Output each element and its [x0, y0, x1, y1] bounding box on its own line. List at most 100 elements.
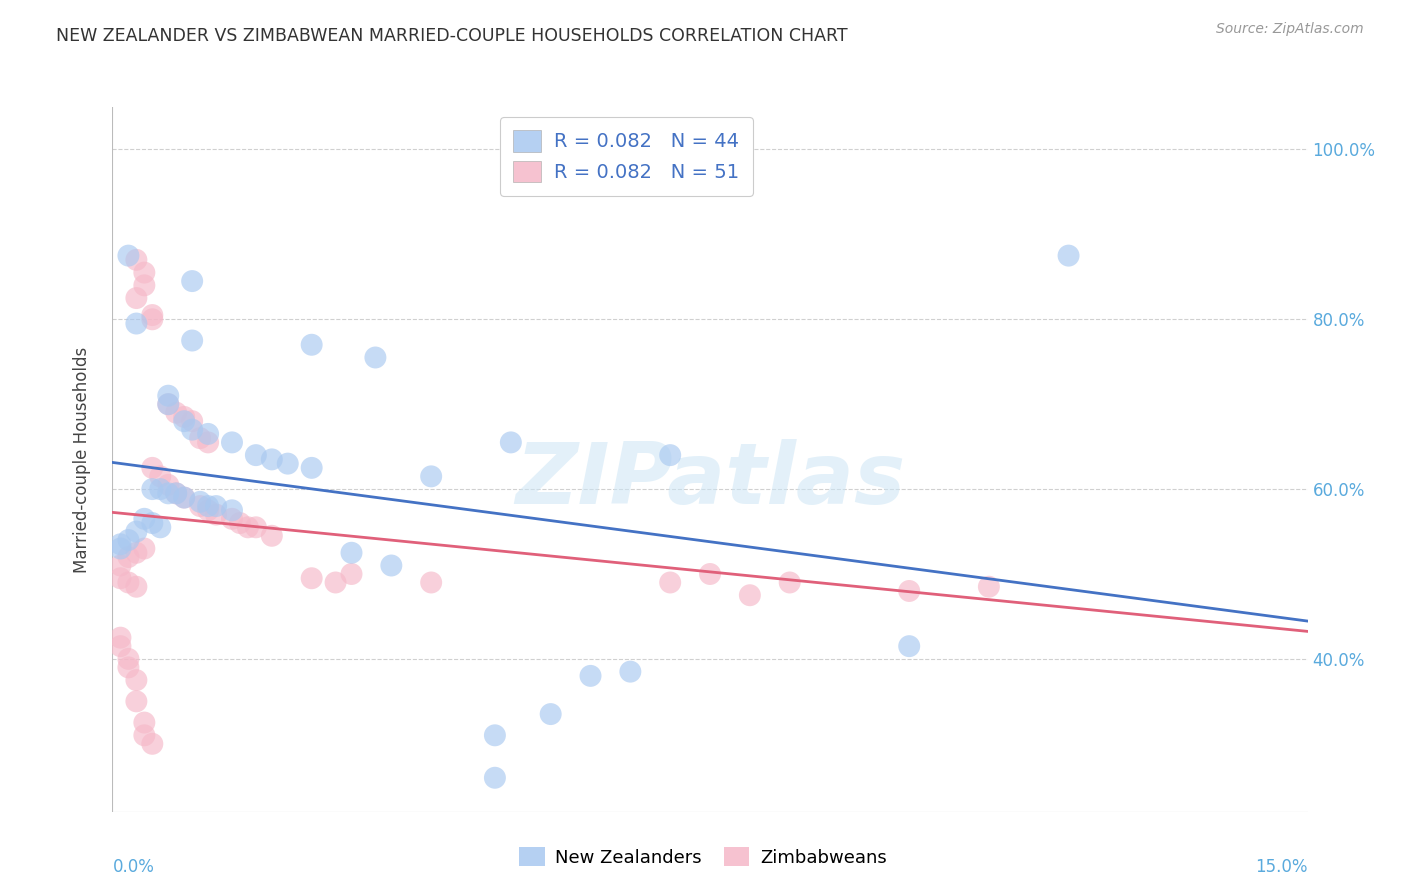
- Point: [364, 351, 387, 365]
- Point: [699, 566, 721, 581]
- Text: ZIPatlas: ZIPatlas: [515, 439, 905, 522]
- Point: [619, 665, 641, 679]
- Point: [205, 499, 228, 513]
- Point: [110, 541, 132, 556]
- Point: [499, 435, 522, 450]
- Point: [977, 580, 1000, 594]
- Point: [110, 571, 132, 585]
- Point: [779, 575, 801, 590]
- Point: [157, 486, 180, 500]
- Text: Source: ZipAtlas.com: Source: ZipAtlas.com: [1216, 22, 1364, 37]
- Point: [117, 660, 139, 674]
- Point: [125, 524, 148, 539]
- Point: [110, 639, 132, 653]
- Point: [205, 508, 228, 522]
- Point: [141, 308, 163, 322]
- Point: [134, 278, 156, 293]
- Point: [173, 414, 195, 428]
- Point: [157, 478, 180, 492]
- Point: [125, 252, 148, 267]
- Text: 0.0%: 0.0%: [112, 858, 155, 877]
- Point: [165, 406, 187, 420]
- Point: [141, 516, 163, 530]
- Point: [540, 707, 562, 722]
- Point: [277, 457, 299, 471]
- Point: [125, 673, 148, 687]
- Point: [134, 266, 156, 280]
- Legend: R = 0.082   N = 44, R = 0.082   N = 51: R = 0.082 N = 44, R = 0.082 N = 51: [499, 117, 754, 196]
- Point: [141, 312, 163, 326]
- Point: [117, 533, 139, 547]
- Point: [157, 389, 180, 403]
- Point: [738, 588, 761, 602]
- Point: [260, 452, 283, 467]
- Text: 15.0%: 15.0%: [1256, 858, 1308, 877]
- Point: [420, 469, 443, 483]
- Point: [236, 520, 259, 534]
- Point: [157, 397, 180, 411]
- Point: [181, 414, 204, 428]
- Point: [898, 584, 921, 599]
- Point: [579, 669, 602, 683]
- Point: [340, 566, 363, 581]
- Point: [149, 469, 172, 483]
- Point: [301, 571, 323, 585]
- Point: [301, 338, 323, 352]
- Point: [134, 715, 156, 730]
- Point: [173, 491, 195, 505]
- Point: [134, 512, 156, 526]
- Point: [325, 575, 347, 590]
- Point: [340, 546, 363, 560]
- Point: [181, 423, 204, 437]
- Point: [197, 503, 219, 517]
- Point: [173, 491, 195, 505]
- Point: [165, 486, 187, 500]
- Y-axis label: Married-couple Households: Married-couple Households: [73, 346, 91, 573]
- Point: [484, 771, 506, 785]
- Point: [181, 274, 204, 288]
- Point: [117, 575, 139, 590]
- Point: [173, 409, 195, 424]
- Point: [141, 482, 163, 496]
- Point: [1057, 249, 1080, 263]
- Point: [197, 426, 219, 441]
- Point: [134, 728, 156, 742]
- Point: [420, 575, 443, 590]
- Point: [260, 529, 283, 543]
- Point: [188, 431, 211, 445]
- Point: [125, 291, 148, 305]
- Point: [197, 499, 219, 513]
- Point: [245, 520, 267, 534]
- Point: [117, 652, 139, 666]
- Point: [197, 435, 219, 450]
- Point: [110, 558, 132, 573]
- Point: [157, 397, 180, 411]
- Point: [221, 435, 243, 450]
- Point: [181, 334, 204, 348]
- Point: [188, 499, 211, 513]
- Point: [659, 575, 682, 590]
- Legend: New Zealanders, Zimbabweans: New Zealanders, Zimbabweans: [512, 840, 894, 874]
- Point: [484, 728, 506, 742]
- Point: [188, 495, 211, 509]
- Point: [301, 461, 323, 475]
- Point: [221, 503, 243, 517]
- Point: [125, 580, 148, 594]
- Point: [221, 512, 243, 526]
- Point: [125, 317, 148, 331]
- Point: [117, 549, 139, 564]
- Point: [380, 558, 402, 573]
- Point: [110, 537, 132, 551]
- Point: [898, 639, 921, 653]
- Point: [141, 737, 163, 751]
- Point: [165, 486, 187, 500]
- Point: [110, 631, 132, 645]
- Point: [149, 482, 172, 496]
- Point: [134, 541, 156, 556]
- Text: NEW ZEALANDER VS ZIMBABWEAN MARRIED-COUPLE HOUSEHOLDS CORRELATION CHART: NEW ZEALANDER VS ZIMBABWEAN MARRIED-COUP…: [56, 27, 848, 45]
- Point: [229, 516, 252, 530]
- Point: [149, 520, 172, 534]
- Point: [245, 448, 267, 462]
- Point: [125, 546, 148, 560]
- Point: [141, 461, 163, 475]
